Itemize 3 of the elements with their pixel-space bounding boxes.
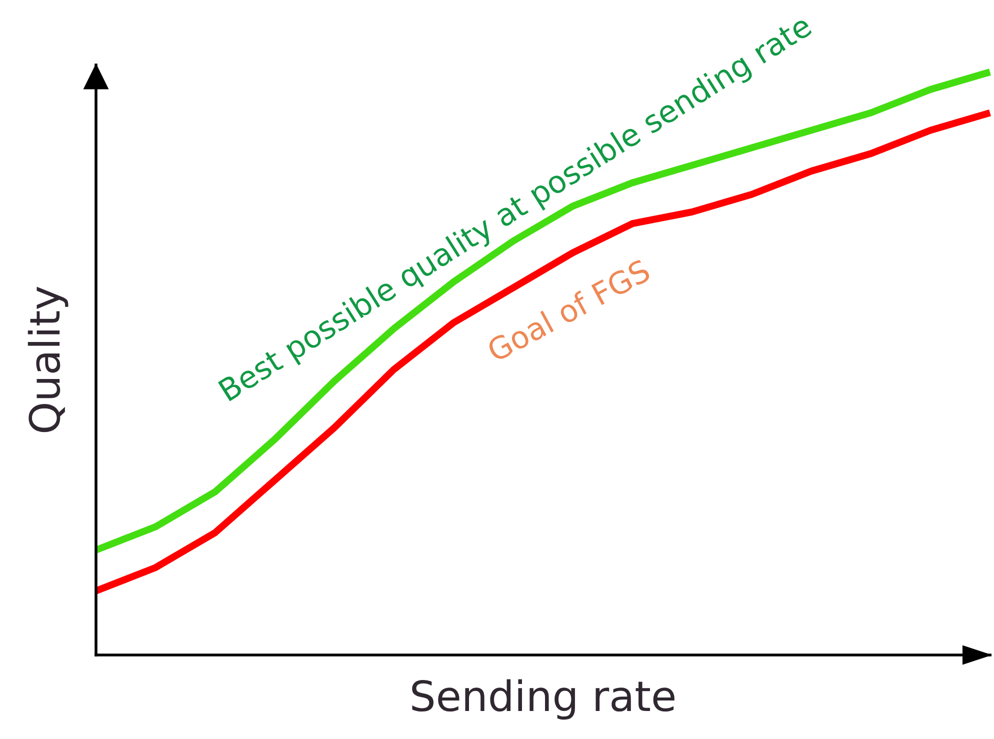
x-axis-title: Sending rate bbox=[412, 679, 674, 720]
y-axis-title: Quality bbox=[28, 286, 68, 432]
text: Goal of FGS bbox=[486, 258, 652, 362]
